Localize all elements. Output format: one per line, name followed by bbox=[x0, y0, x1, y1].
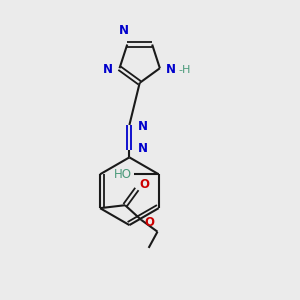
Text: O: O bbox=[139, 178, 149, 191]
Text: HO: HO bbox=[114, 168, 132, 181]
Text: N: N bbox=[119, 24, 129, 37]
Text: N: N bbox=[167, 63, 176, 76]
Text: N: N bbox=[103, 63, 113, 76]
Text: N: N bbox=[138, 120, 148, 133]
Text: N: N bbox=[138, 142, 148, 155]
Text: O: O bbox=[145, 216, 155, 230]
Text: -H: -H bbox=[178, 65, 190, 75]
